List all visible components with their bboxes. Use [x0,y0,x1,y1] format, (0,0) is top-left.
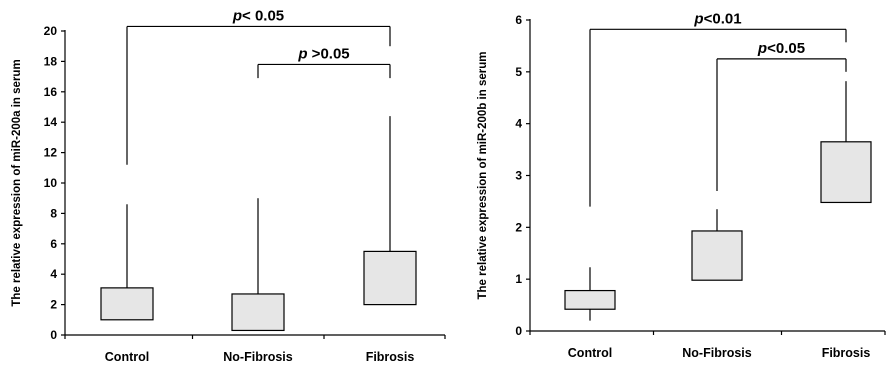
y-tick-label: 1 [515,272,522,286]
box [691,230,743,281]
y-tick-label: 6 [50,237,57,251]
box [363,250,417,306]
y-tick-label: 8 [50,206,57,220]
x-category-label: Fibrosis [366,350,415,364]
box [820,141,872,204]
y-tick-label: 20 [44,24,58,38]
y-axis-title: The relative expression of miR-200b in s… [477,52,489,300]
y-tick-label: 3 [515,169,522,183]
y-tick-label: 0 [50,328,57,342]
p-value-label: p< 0.05 [232,7,284,24]
p-value-label: p<0.01 [693,10,741,27]
y-axis-title: The relative expression of miR-200a in s… [11,59,23,306]
p-value-label: p >0.05 [297,45,349,62]
y-tick-label: 10 [44,176,58,190]
x-category-label: Control [105,350,149,364]
y-tick-label: 4 [50,267,57,281]
x-category-label: No-Fibrosis [682,346,751,360]
p-value-label: p<0.05 [757,40,805,57]
mir200b-boxplot-panel: 0 1 2 3 4 5 6 Control No-Fibrosis Fibrosis The rel… [477,10,886,360]
box [564,289,616,310]
y-tick-label: 5 [515,65,522,79]
y-tick-label: 0 [515,324,522,338]
box [100,287,154,321]
y-tick-label: 2 [515,220,522,234]
y-tick-label: 4 [515,117,522,131]
y-tick-label: 6 [515,13,522,27]
mir200a-boxplot-panel: 0 2 4 6 8 10 12 14 16 18 20 Control No-Fibrosis Fibro… [11,7,446,364]
x-category-label: Control [568,346,612,360]
y-tick-label: 2 [50,298,57,312]
y-tick-label: 14 [44,115,58,129]
box [231,293,285,332]
y-tick-label: 12 [44,146,58,160]
y-tick-label: 16 [44,85,58,99]
y-tick-label: 18 [44,54,58,68]
x-category-label: No-Fibrosis [223,350,292,364]
x-category-label: Fibrosis [822,346,871,360]
